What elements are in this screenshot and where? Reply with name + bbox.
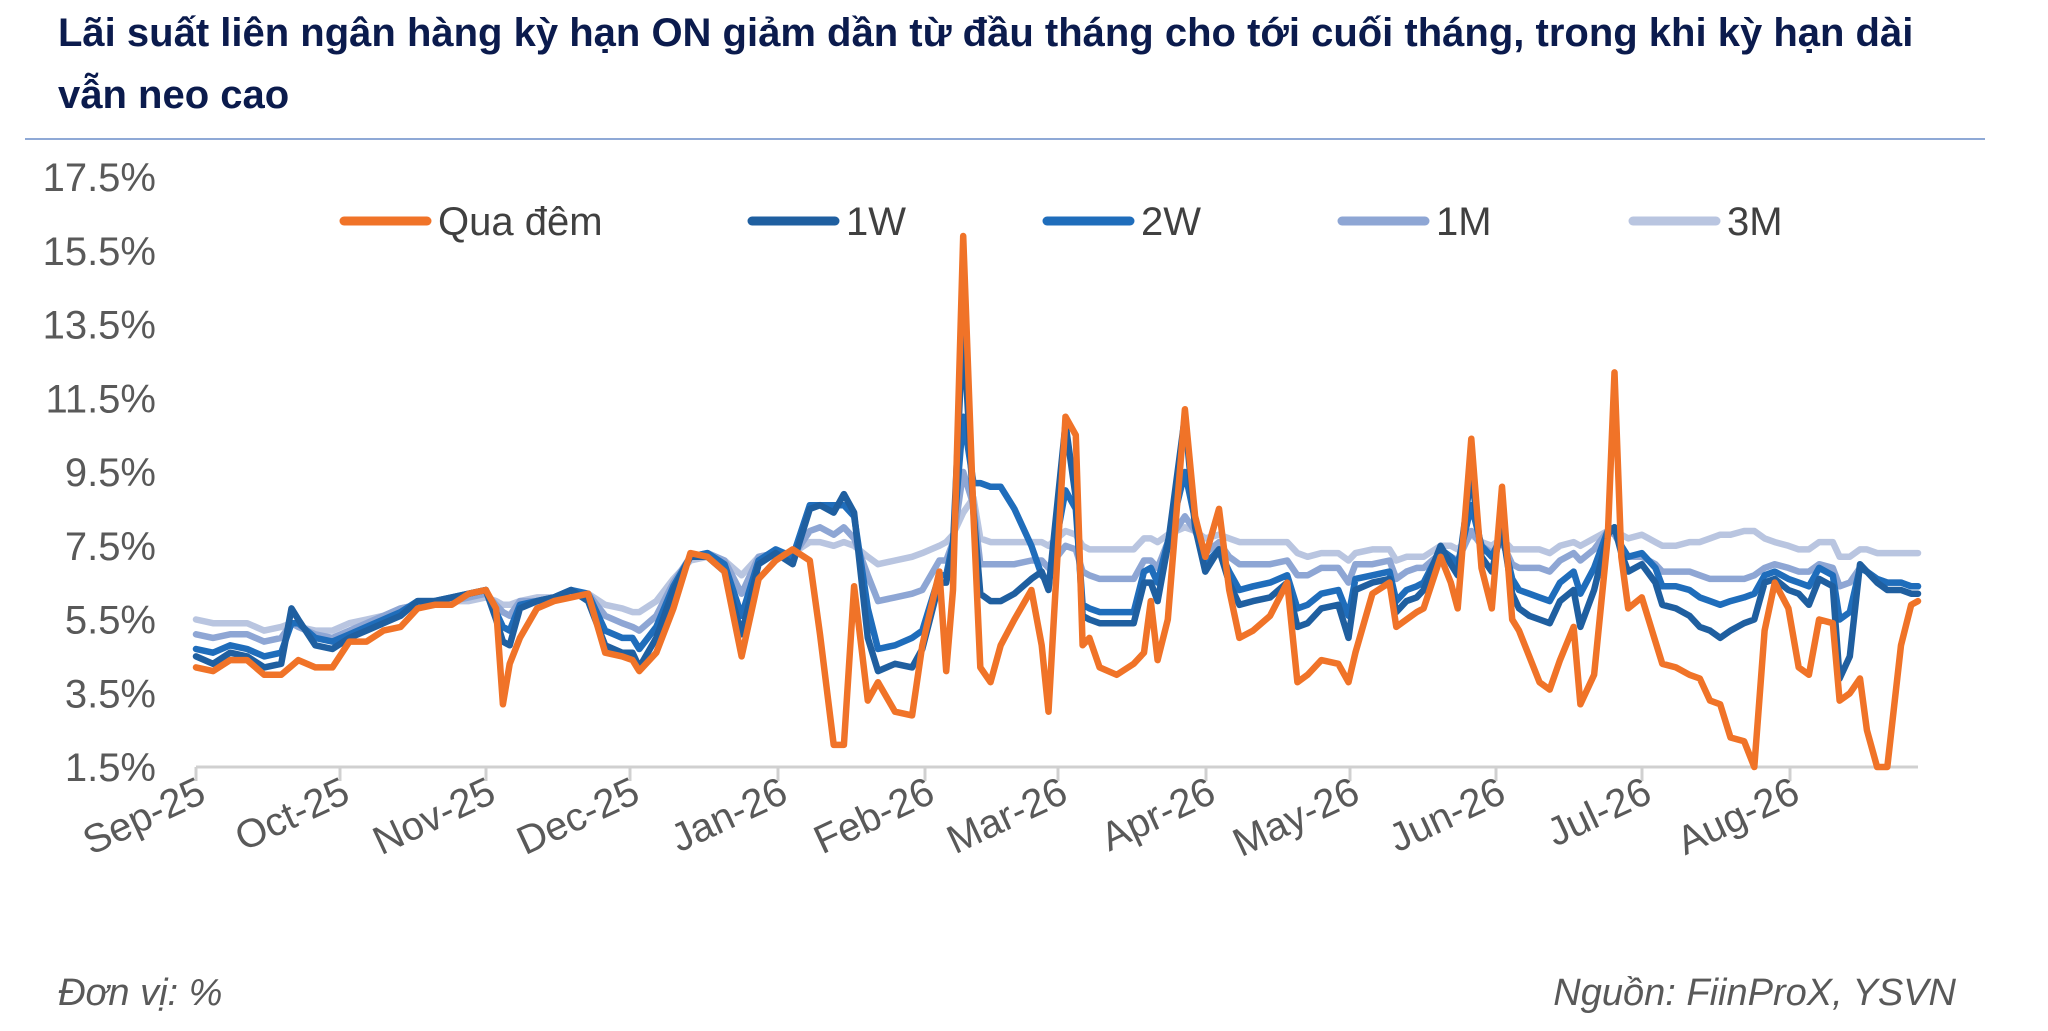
y-tick-label: 17.5% (43, 156, 156, 200)
x-tick-label: Nov-25 (366, 769, 501, 863)
series-line-qua-dem (192, 232, 1922, 771)
y-tick-label: 1.5% (65, 746, 156, 790)
y-tick-label: 3.5% (65, 672, 156, 716)
source-note: Nguồn: FiinProX, YSVN (1553, 972, 1956, 1014)
x-tick-label: Oct-25 (228, 769, 355, 860)
x-tick-label: Feb-26 (807, 769, 940, 862)
x-axis: Sep-25 Oct-25 Nov-25 Dec-25 Jan-26 Feb-26 Mar-… (76, 765, 1918, 866)
legend-label: 2W (1141, 200, 1201, 244)
legend: Qua đêm 1W 2W 1M 3M (339, 200, 1783, 244)
x-tick-label: May-26 (1226, 769, 1365, 865)
y-tick-label: 15.5% (43, 230, 156, 274)
x-tick-label: Dec-25 (510, 769, 645, 863)
x-tick-label: Jul-26 (1540, 769, 1657, 855)
legend-label: 3M (1727, 200, 1783, 244)
series-line-1w (192, 321, 1922, 682)
y-tick-label: 7.5% (65, 525, 156, 569)
legend-label: 1W (846, 200, 906, 244)
y-tick-label: 11.5% (46, 377, 156, 421)
y-tick-label: 13.5% (43, 304, 156, 348)
x-tick-label: Mar-26 (940, 769, 1073, 862)
series-layer (192, 232, 1922, 771)
legend-label: Qua đêm (438, 200, 603, 244)
legend-label: 1M (1436, 200, 1492, 244)
x-tick-label: Jun-26 (1382, 769, 1511, 861)
title-divider (25, 138, 1985, 140)
y-tick-label: 5.5% (65, 599, 156, 643)
unit-note: Đơn vị: % (58, 972, 223, 1014)
y-tick-label: 9.5% (65, 451, 156, 495)
x-tick-label: Apr-26 (1094, 769, 1221, 860)
x-tick-label: Aug-26 (1670, 769, 1805, 863)
chart-title: Lãi suất liên ngân hàng kỳ hạn ON giảm d… (58, 11, 1914, 117)
y-axis-ticks: 17.5% 15.5% 13.5% 11.5% 9.5% 7.5% 5.5% 3.5% 1.5% (43, 156, 156, 790)
x-tick-label: Jan-26 (664, 769, 793, 861)
